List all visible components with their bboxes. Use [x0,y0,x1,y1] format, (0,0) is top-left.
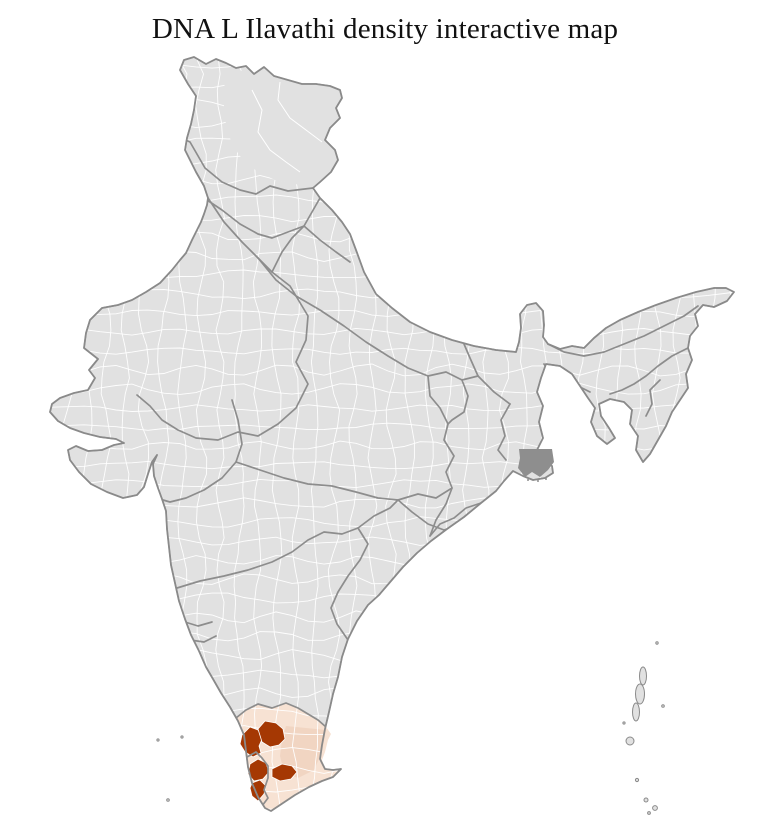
high-density-district[interactable] [249,779,267,802]
ladakh-patch [224,67,342,188]
low-density-region-inner[interactable] [280,726,326,778]
andaman-nicobar-islands[interactable] [622,641,665,815]
high-density-district[interactable] [247,758,270,782]
river-delta [518,449,554,482]
state-boundaries [136,134,699,807]
lakshadweep-islands[interactable] [156,735,184,802]
india-outline [49,56,735,812]
high-density-district[interactable] [257,720,286,748]
high-density-districts[interactable] [239,720,298,802]
high-density-district[interactable] [271,763,298,782]
page-title: DNA L Ilavathi density interactive map [151,13,619,45]
india-landmass[interactable] [49,56,735,812]
